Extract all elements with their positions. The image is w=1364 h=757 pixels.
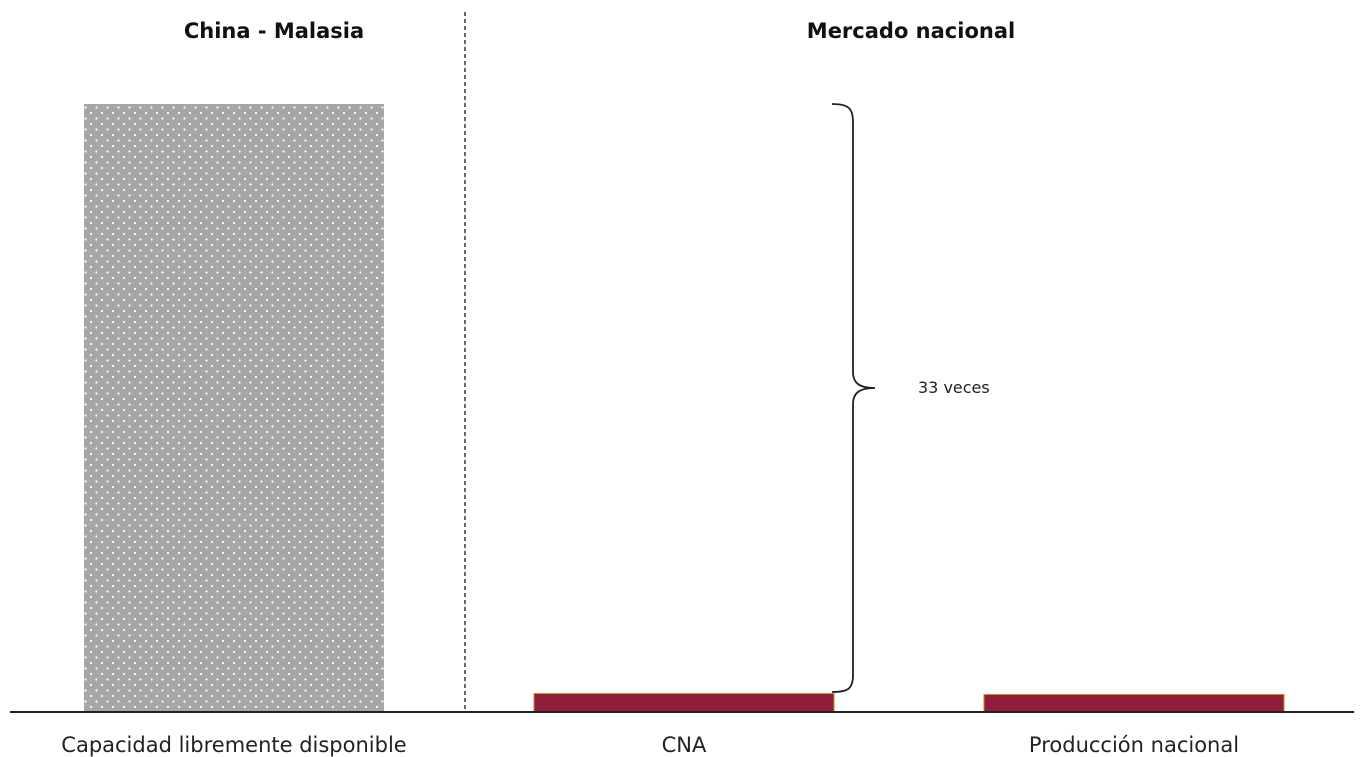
category-labels: Capacidad libremente disponible CNA Produc… bbox=[61, 733, 1239, 757]
label-produccion-nacional: Producción nacional bbox=[1029, 733, 1239, 757]
label-capacidad-disponible: Capacidad libremente disponible bbox=[61, 733, 406, 757]
comparison-brace bbox=[831, 103, 876, 693]
label-cna: CNA bbox=[662, 733, 707, 757]
bars-layer bbox=[84, 104, 1285, 713]
group-title-mercado-nacional: Mercado nacional bbox=[807, 19, 1015, 43]
bar-capacidad-disponible bbox=[84, 104, 384, 712]
group-title-china-malasia: China - Malasia bbox=[184, 19, 364, 43]
comparison-annotation: 33 veces bbox=[918, 378, 990, 397]
bar-cna bbox=[533, 693, 835, 713]
bar-produccion-nacional bbox=[983, 693, 1285, 713]
